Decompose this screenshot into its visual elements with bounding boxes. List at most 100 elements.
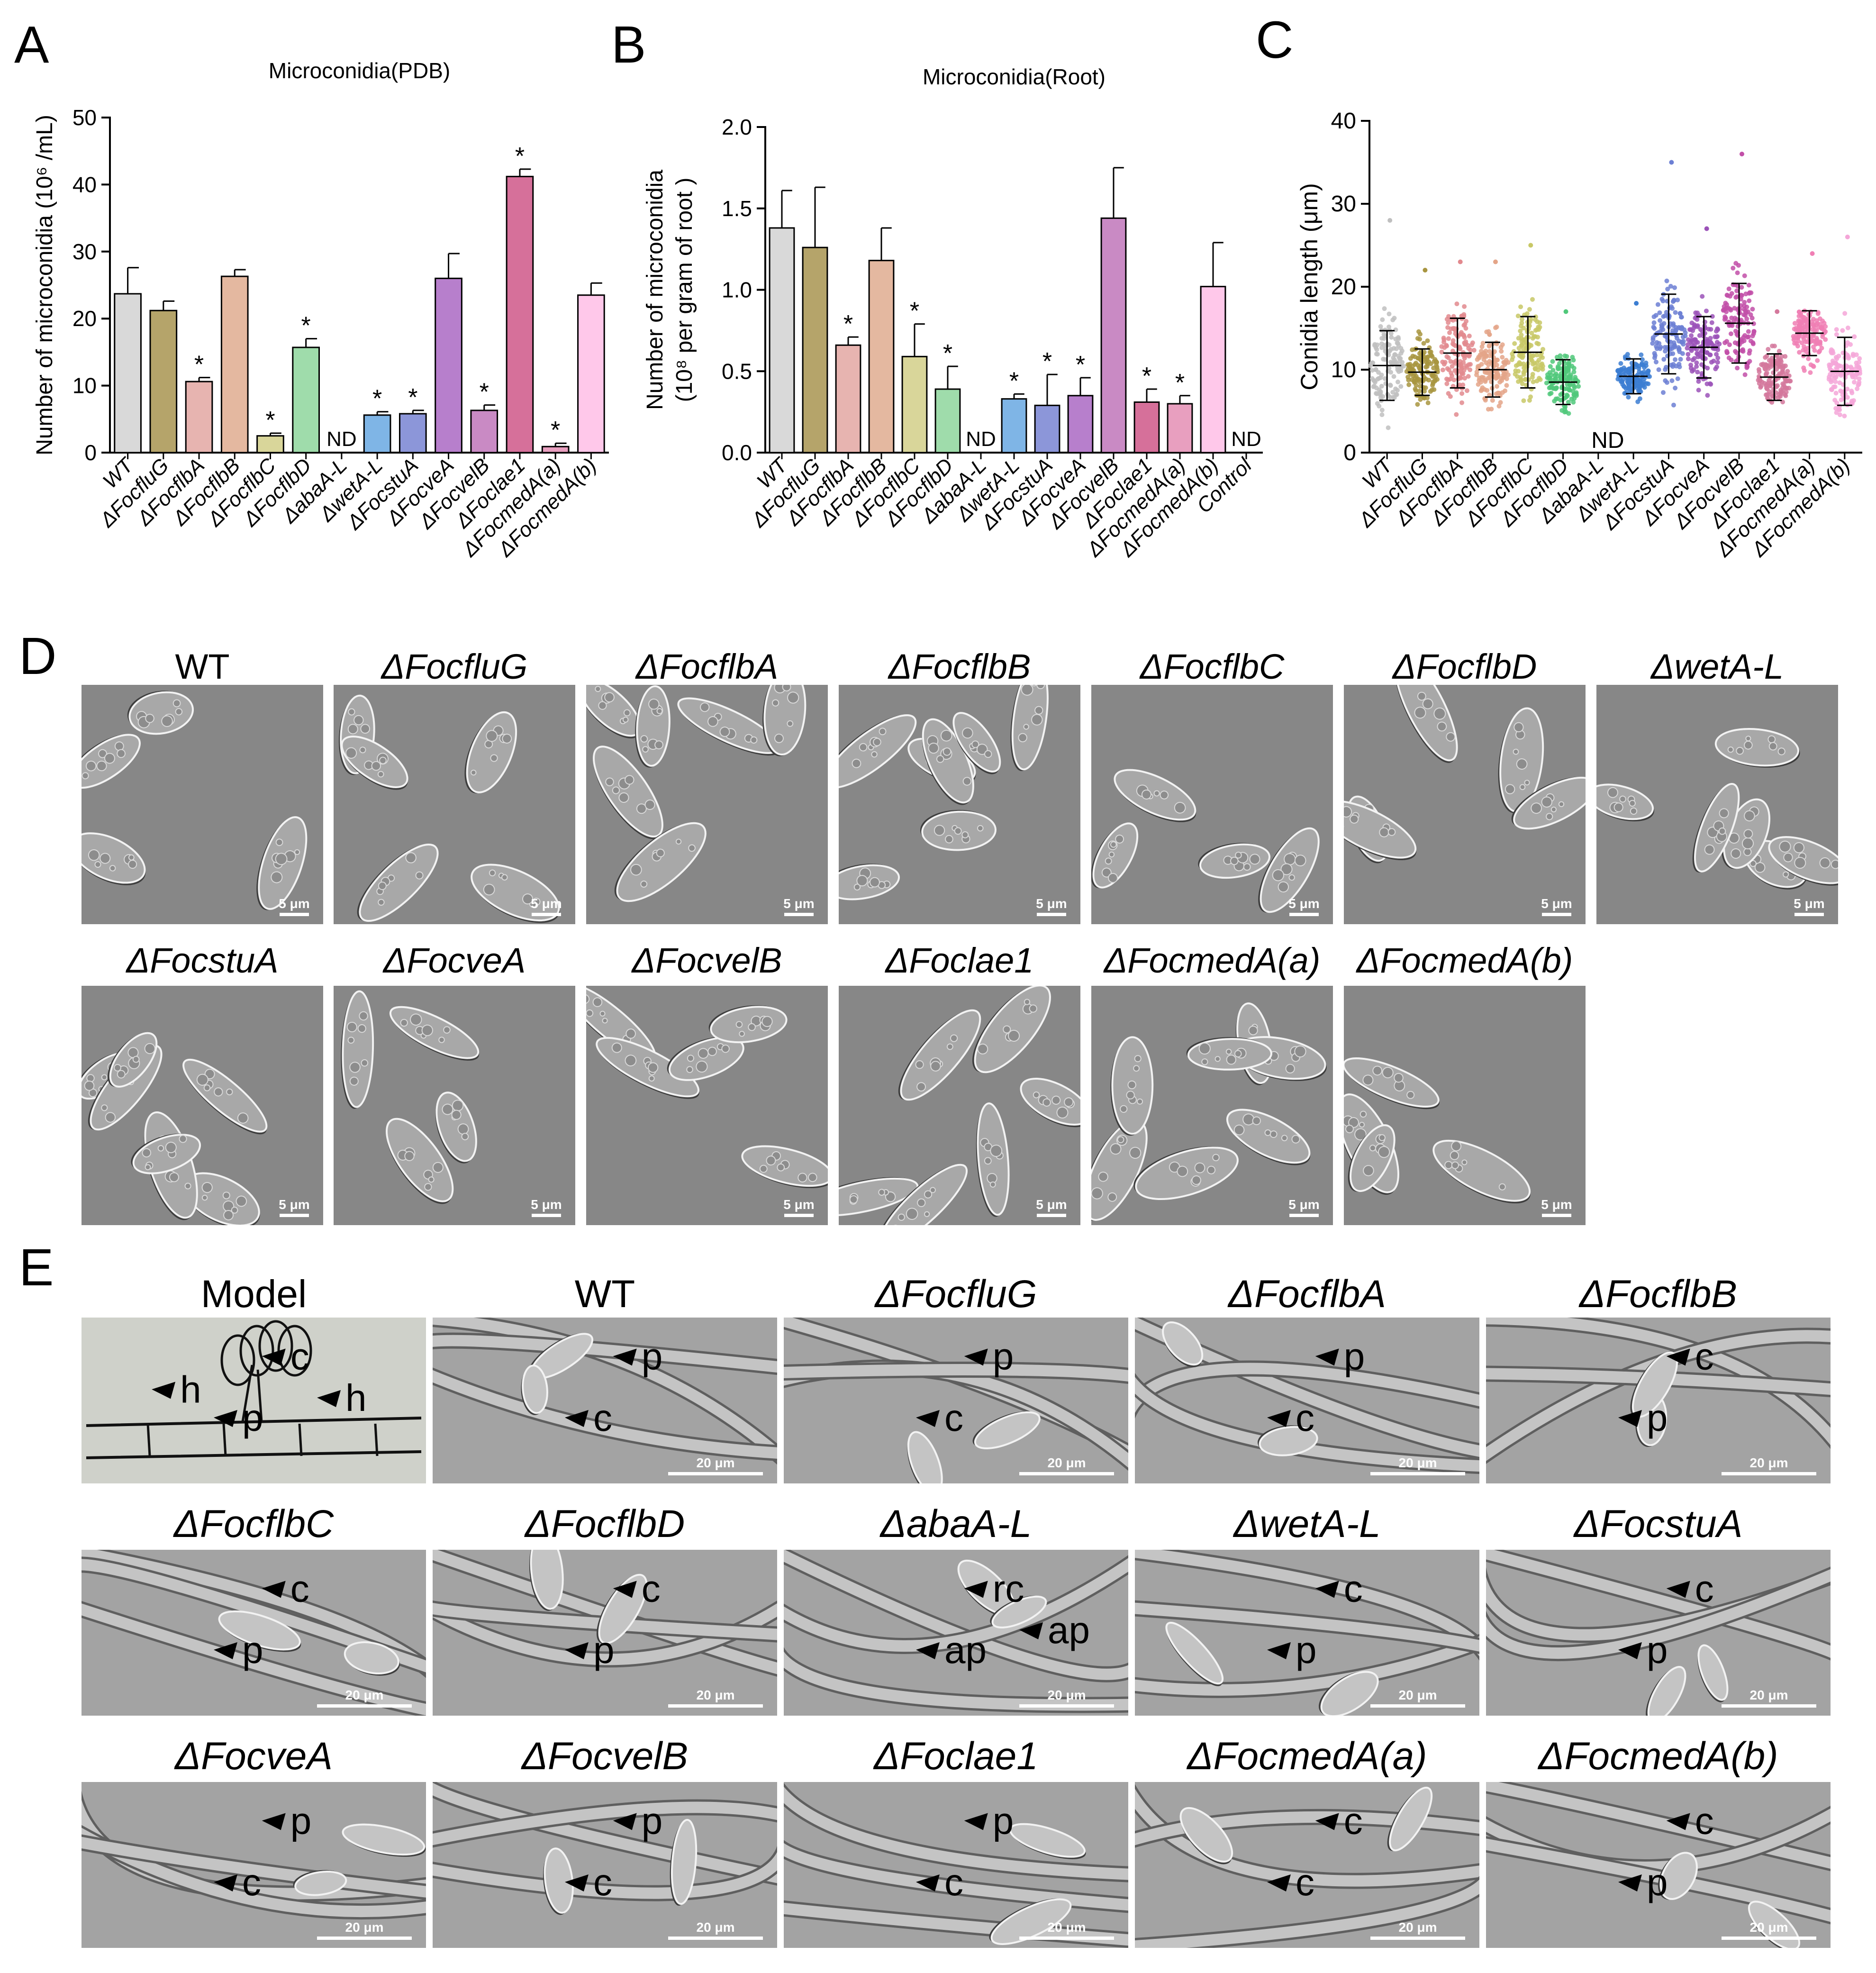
conidium	[741, 1145, 828, 1188]
structure-label: c	[290, 1336, 309, 1378]
data-point	[1741, 312, 1746, 317]
data-point	[1486, 343, 1492, 348]
data-point	[1462, 335, 1467, 340]
significance-star: *	[408, 384, 417, 411]
not-detected-label: ND	[1591, 428, 1624, 453]
granule	[1344, 806, 1352, 818]
data-point	[1476, 382, 1481, 387]
granule	[236, 1195, 247, 1207]
hypha-lumen	[1135, 1602, 1479, 1652]
data-point	[1484, 329, 1489, 335]
granule	[782, 685, 791, 691]
granule	[442, 1103, 453, 1115]
conidium	[952, 712, 1001, 774]
granule	[1359, 1110, 1367, 1118]
granule	[1350, 814, 1359, 824]
data-point	[1739, 285, 1744, 290]
granule	[421, 1024, 433, 1037]
data-point	[1663, 348, 1668, 354]
granule	[1519, 784, 1526, 791]
conidium-body	[471, 864, 560, 922]
granule	[1120, 1105, 1128, 1113]
pointer-arrow-icon	[964, 1813, 988, 1830]
data-point	[1567, 360, 1572, 365]
data-point	[1857, 356, 1862, 361]
granule	[869, 877, 880, 888]
data-point	[1554, 385, 1559, 391]
granule	[915, 1060, 924, 1069]
granule	[1115, 835, 1124, 844]
data-point	[1661, 314, 1666, 319]
data-point	[1450, 348, 1455, 354]
data-point	[1381, 356, 1386, 362]
granule	[1018, 733, 1027, 743]
granule	[1727, 746, 1734, 753]
data-point	[1424, 364, 1430, 369]
data-point	[1822, 328, 1827, 333]
not-detected-label: ND	[326, 427, 357, 451]
data-point	[1369, 368, 1375, 373]
data-point	[1671, 402, 1676, 408]
granule	[169, 1172, 179, 1182]
granule	[1378, 1146, 1390, 1158]
micrograph-title-delta-foclae1: ΔFoclae1	[885, 941, 1034, 980]
data-point	[1515, 313, 1521, 318]
data-point	[1664, 309, 1669, 315]
granule	[772, 699, 779, 707]
data-point	[1517, 361, 1523, 366]
data-point	[1626, 395, 1631, 400]
granule	[359, 1011, 368, 1021]
granule	[623, 709, 631, 717]
granule	[1248, 1026, 1258, 1036]
structure-label: c	[290, 1568, 309, 1610]
structure-label: rc	[993, 1568, 1024, 1610]
bar-delta-focmeda-a	[541, 446, 570, 454]
data-point	[1548, 385, 1553, 390]
conidium	[1697, 1644, 1729, 1702]
data-point	[1664, 380, 1669, 385]
data-point	[1704, 309, 1709, 314]
granule	[105, 1112, 116, 1123]
data-point	[1479, 352, 1484, 357]
granule	[1394, 1073, 1404, 1083]
data-point	[1527, 307, 1532, 312]
y-axis-label: Number of microconidia (10⁶ /mL)	[32, 115, 57, 455]
pointer-arrow-icon	[262, 1813, 286, 1830]
scale-bar-label: 5 μm	[531, 1197, 562, 1212]
data-point	[1462, 322, 1468, 327]
data-point	[1811, 317, 1816, 322]
granule	[916, 1082, 926, 1092]
data-point	[1677, 347, 1682, 352]
granule	[1719, 808, 1729, 818]
conidium-body	[386, 1118, 454, 1202]
granule	[1607, 787, 1618, 798]
granule	[1783, 853, 1793, 863]
scale-bar	[1370, 1472, 1465, 1475]
points-delta-focflbb	[1474, 259, 1511, 412]
hypha-lumen	[784, 1550, 1128, 1680]
data-point	[1857, 360, 1862, 365]
data-point	[1444, 317, 1450, 322]
data-point	[1818, 342, 1823, 347]
data-point	[1463, 326, 1468, 331]
conidium-body	[1344, 1057, 1440, 1108]
data-point	[1734, 288, 1740, 293]
granule	[486, 730, 498, 742]
pointer-arrow-icon	[1666, 1581, 1690, 1598]
data-point	[1521, 361, 1526, 366]
data-point	[1405, 366, 1411, 371]
data-point	[1764, 354, 1769, 359]
micrograph-delta-focflbb: c p 20 μm	[1486, 1318, 1831, 1483]
conidium-body	[1714, 728, 1799, 767]
data-point	[1715, 360, 1720, 365]
data-point	[1704, 381, 1710, 386]
granule	[85, 760, 97, 772]
granule	[1793, 842, 1805, 854]
granule	[196, 1073, 208, 1086]
pointer-arrow-icon	[1666, 1813, 1690, 1830]
data-point	[1625, 352, 1630, 357]
data-point	[1699, 348, 1704, 354]
conidium-body	[530, 1550, 564, 1610]
granule	[1110, 841, 1117, 848]
data-point	[1486, 407, 1491, 412]
